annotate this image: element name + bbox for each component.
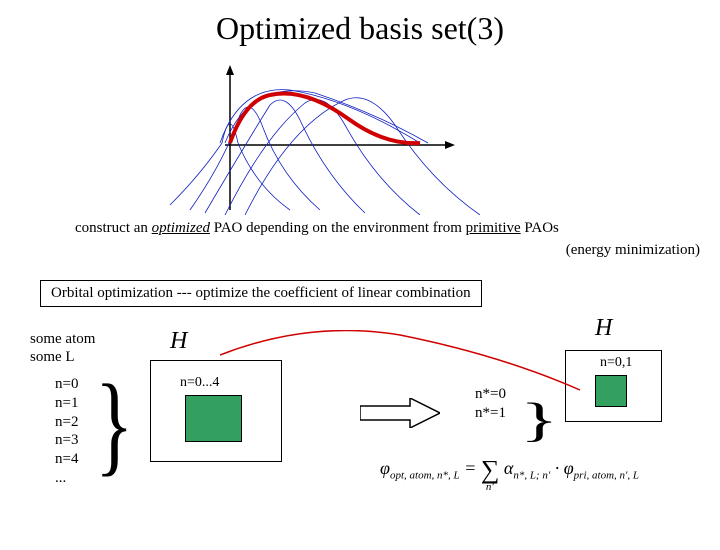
n-0-4-label: n=0...4 <box>180 375 219 391</box>
n-item: n=4 <box>55 450 78 469</box>
caption-primitive: primitive <box>466 220 521 236</box>
sigma-icon: ∑ <box>481 455 500 484</box>
energy-note: (energy minimization) <box>566 242 700 259</box>
phi-pri-sub: pri, atom, n', L <box>574 470 639 482</box>
n-item: n=3 <box>55 431 78 450</box>
dot: · <box>555 458 560 478</box>
some-atom: some atom <box>30 330 95 348</box>
H-left: H <box>170 328 187 355</box>
phi-opt-sub: opt, atom, n*, L <box>390 470 460 482</box>
n-item: n=0 <box>55 375 78 394</box>
phi-pri: φ <box>564 458 574 478</box>
some-atom-L: some atom some L <box>30 330 95 366</box>
formula: φopt, atom, n*, L = ∑ n' αn*, L; n' · φp… <box>380 455 639 485</box>
n-item: n=2 <box>55 413 78 432</box>
alpha-sub: n*, L; n' <box>513 470 550 482</box>
green-block-left <box>185 395 242 442</box>
caption-mid: PAO depending on the environment from <box>210 220 466 236</box>
top-chart <box>150 65 490 215</box>
orbital-optimization-box: Orbital optimization --- optimize the co… <box>40 280 482 307</box>
n-item: n=1 <box>55 394 78 413</box>
caption-optimized: optimized <box>152 220 210 236</box>
caption-line: construct an optimized PAO depending on … <box>75 220 559 237</box>
sum-index: n' <box>486 481 494 493</box>
page-title: Optimized basis set(3) <box>0 10 720 47</box>
alpha: α <box>504 458 513 478</box>
red-arc <box>220 330 600 400</box>
caption-pre: construct an <box>75 220 152 236</box>
block-arrow-icon <box>360 398 440 428</box>
n-list: n=0n=1n=2n=3n=4... <box>55 375 78 488</box>
some-L: some L <box>30 348 95 366</box>
brace-right: } <box>520 396 558 444</box>
brace-left: } <box>95 369 133 481</box>
n-0-1-label: n=0,1 <box>600 355 632 371</box>
caption-post: PAOs <box>521 220 559 236</box>
equals: = <box>464 458 481 478</box>
n-item: ... <box>55 469 78 488</box>
phi-opt: φ <box>380 458 390 478</box>
nstar-item: n*=1 <box>475 404 506 423</box>
